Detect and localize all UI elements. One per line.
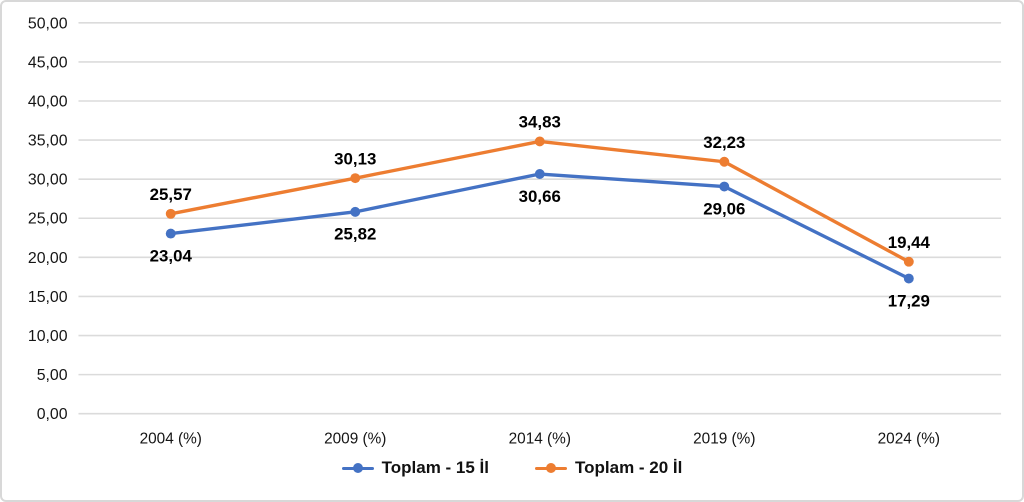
y-axis-tick-label: 25,00: [28, 211, 68, 228]
legend-line-marker-icon: [341, 463, 374, 474]
y-axis-tick-label: 40,00: [28, 93, 68, 110]
data-label-toplam-20-i-l: 30,13: [334, 149, 376, 168]
chart-legend: Toplam - 15 İl Toplam - 20 İl: [2, 458, 1022, 478]
data-label-toplam-15-i-l: 29,06: [703, 199, 745, 218]
legend-item-toplam-15-il: Toplam - 15 İl: [341, 458, 489, 478]
data-point-toplam-20-i-l: [719, 156, 730, 167]
data-label-toplam-20-i-l: 32,23: [703, 133, 745, 152]
y-axis-tick-label: 20,00: [28, 250, 68, 267]
data-label-toplam-15-i-l: 23,04: [150, 246, 193, 265]
data-label-toplam-15-i-l: 25,82: [334, 225, 376, 244]
y-axis-tick-label: 45,00: [28, 54, 68, 71]
data-point-toplam-20-i-l: [534, 136, 545, 147]
y-axis-tick-label: 30,00: [28, 172, 68, 189]
data-point-toplam-15-i-l: [719, 181, 730, 192]
data-point-toplam-15-i-l: [534, 169, 545, 179]
y-axis-tick-label: 10,00: [28, 328, 68, 345]
y-axis-tick-label: 35,00: [28, 133, 68, 150]
legend-label-toplam-15-il: Toplam - 15 İl: [381, 458, 489, 477]
data-point-toplam-15-i-l: [903, 273, 914, 284]
data-point-toplam-20-i-l: [903, 256, 914, 267]
data-point-toplam-20-i-l: [350, 173, 361, 184]
data-point-toplam-15-i-l: [350, 206, 361, 217]
x-axis-tick-label: 2014 (%): [509, 430, 571, 447]
y-axis-tick-label: 5,00: [37, 367, 68, 384]
y-axis-tick-label: 0,00: [37, 406, 68, 423]
y-axis-tick-label: 15,00: [28, 289, 68, 306]
data-point-toplam-15-i-l: [165, 228, 176, 239]
x-axis-tick-label: 2004 (%): [140, 430, 202, 447]
legend-item-toplam-20-il: Toplam - 20 İl: [535, 458, 682, 478]
legend-line-marker-icon: [535, 463, 567, 474]
data-label-toplam-15-i-l: 30,66: [519, 187, 561, 206]
x-axis-tick-label: 2009 (%): [324, 430, 386, 447]
x-axis-tick-label: 2019 (%): [693, 430, 755, 447]
data-label-toplam-20-i-l: 19,44: [888, 233, 931, 252]
legend-label-toplam-20-il: Toplam - 20 İl: [575, 458, 683, 477]
data-label-toplam-15-i-l: 17,29: [888, 291, 930, 310]
data-point-toplam-20-i-l: [165, 208, 176, 219]
x-axis-tick-label: 2024 (%): [878, 430, 940, 447]
y-axis-tick-label: 50,00: [28, 15, 68, 32]
data-label-toplam-20-i-l: 34,83: [519, 113, 561, 132]
data-label-toplam-20-i-l: 25,57: [150, 185, 192, 204]
